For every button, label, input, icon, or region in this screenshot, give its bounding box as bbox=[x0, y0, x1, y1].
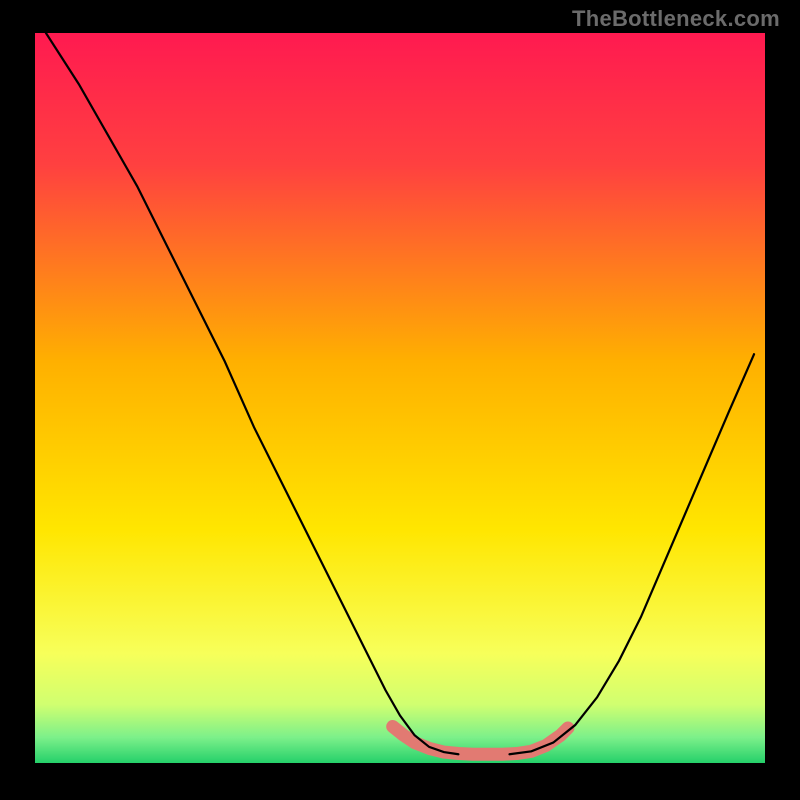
bottleneck-chart-svg bbox=[35, 33, 765, 763]
gradient-background bbox=[35, 33, 765, 763]
chart-area bbox=[35, 33, 765, 763]
watermark-text: TheBottleneck.com bbox=[572, 6, 780, 32]
